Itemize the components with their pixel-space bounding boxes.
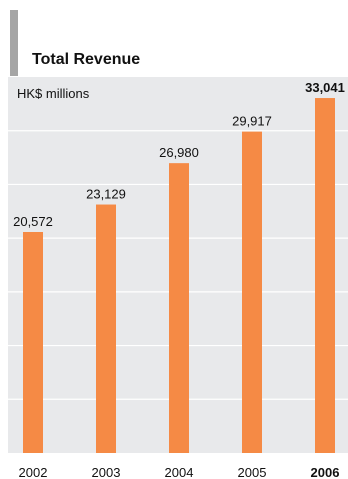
value-label-2006: 33,041 (305, 80, 345, 95)
bar-2004 (169, 163, 189, 453)
x-tick-label-2004: 2004 (165, 465, 194, 479)
bar-2002 (23, 231, 43, 453)
x-tick-label-2005: 2005 (238, 465, 267, 479)
value-label-2003: 23,129 (86, 187, 126, 202)
title-accent-bar (10, 10, 18, 76)
y-axis-unit-label: HK$ millions (17, 86, 90, 101)
value-label-2002: 20,572 (13, 214, 53, 229)
bar-2006 (315, 98, 335, 453)
chart-title: Total Revenue (32, 51, 141, 68)
value-label-2004: 26,980 (159, 145, 199, 160)
value-label-2005: 29,917 (232, 114, 272, 129)
x-tick-label-2003: 2003 (92, 465, 121, 479)
bar-2003 (96, 204, 116, 453)
bar-2005 (242, 131, 262, 453)
x-tick-label-2006: 2006 (311, 465, 340, 479)
x-tick-label-2002: 2002 (19, 465, 48, 479)
